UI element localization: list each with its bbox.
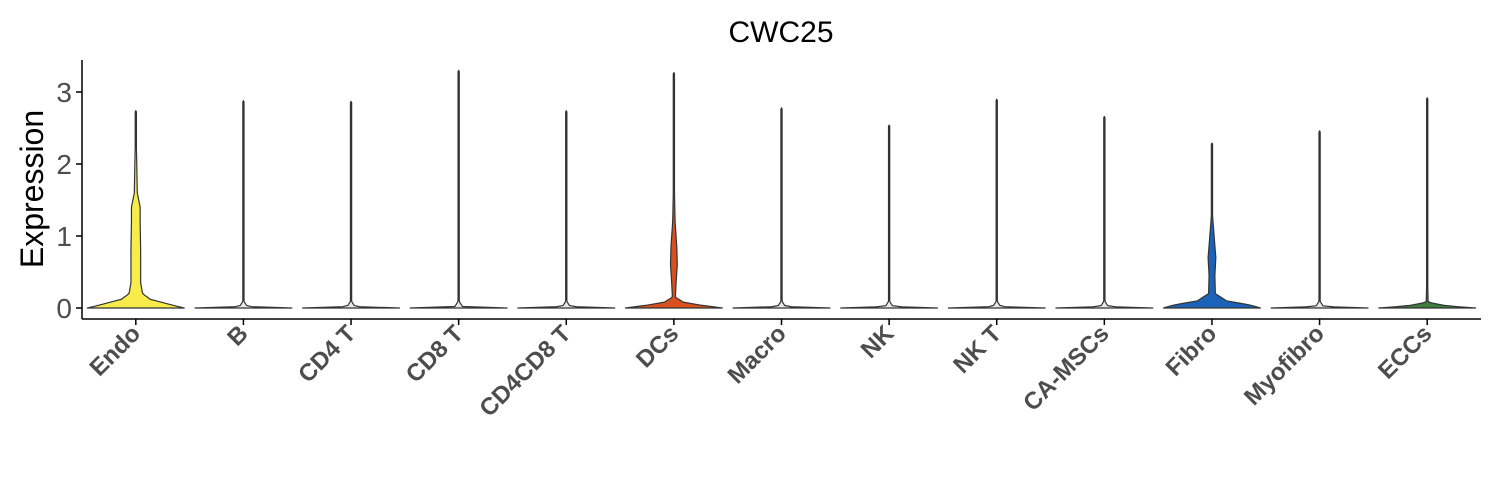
violin-endo <box>86 110 185 309</box>
x-tick-label: CD8 T <box>401 320 469 388</box>
x-tick-label: DCs <box>631 320 684 373</box>
violin-ca-mscs <box>1055 115 1154 309</box>
violin-macro <box>732 107 831 309</box>
violin-nk-t <box>947 98 1046 309</box>
violin-nk <box>840 124 939 309</box>
x-tick-label: Macro <box>723 320 792 389</box>
x-tick-label: CA-MSCs <box>1018 320 1114 416</box>
violin-eccs <box>1378 97 1477 309</box>
x-tick-label: Fibro <box>1161 320 1223 382</box>
violin-cd4-t <box>302 100 401 309</box>
x-ticks-group: Endo B CD4 T CD8 T CD4CD8 T DCs Macro NK NK T CA-… <box>85 319 1437 422</box>
chart-title: CWC25 <box>728 16 833 49</box>
y-axis-label: Expression <box>14 110 50 268</box>
x-tick-label: Myofibro <box>1239 320 1330 411</box>
y-tick-label: 3 <box>56 77 72 108</box>
y-ticks-group: 0 1 2 3 <box>56 77 82 324</box>
x-tick-label: NK T <box>948 320 1007 379</box>
x-tick-label: B <box>222 320 253 351</box>
violin-dcs <box>624 71 723 309</box>
violin-b <box>194 100 293 309</box>
violins-group <box>86 69 1477 309</box>
x-tick-label: ECCs <box>1373 320 1437 384</box>
violin-myofibro <box>1270 130 1369 309</box>
y-tick-label: 2 <box>56 149 72 180</box>
x-tick-label: CD4 T <box>293 320 361 388</box>
y-tick-label: 0 <box>56 293 72 324</box>
violin-fibro <box>1162 142 1261 309</box>
violin-cd4cd8-t <box>517 110 616 309</box>
violin-cd8-t <box>409 69 508 309</box>
x-tick-label: Endo <box>85 320 147 382</box>
y-tick-label: 1 <box>56 221 72 252</box>
x-tick-label: CD4CD8 T <box>474 320 576 422</box>
x-tick-label: NK <box>856 320 900 364</box>
